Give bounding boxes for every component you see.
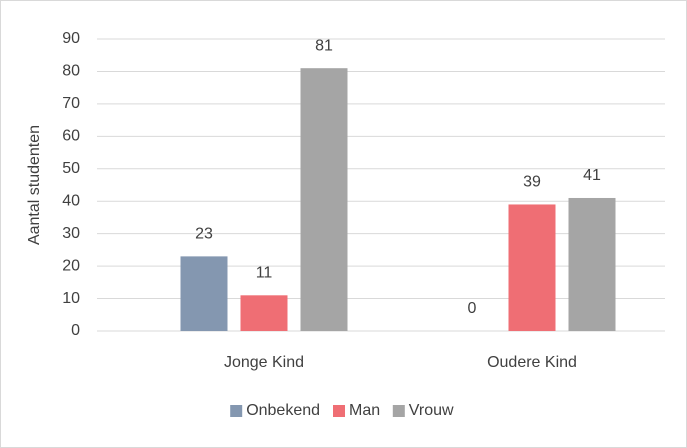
data-label: 23 [195, 226, 213, 243]
legend-label: Onbekend [246, 402, 320, 419]
y-tick-label: 0 [71, 322, 80, 339]
y-tick-label: 50 [62, 160, 80, 177]
data-label: 41 [583, 167, 601, 184]
legend-label: Man [349, 402, 380, 419]
data-label: 81 [315, 37, 333, 54]
y-tick-label: 80 [62, 63, 80, 80]
y-tick-label: 30 [62, 225, 80, 242]
y-tick-label: 10 [62, 290, 80, 307]
data-label: 11 [256, 265, 273, 282]
legend-swatch [392, 405, 405, 417]
legend-swatch [230, 405, 243, 417]
y-tick-label: 20 [62, 257, 80, 274]
x-tick-label: Oudere Kind [487, 354, 577, 371]
data-label: 0 [468, 300, 477, 317]
y-tick-label: 70 [62, 95, 80, 112]
bar [508, 204, 556, 331]
legend-label: Vrouw [409, 402, 454, 419]
data-label: 39 [523, 174, 541, 191]
bar [300, 68, 348, 331]
y-tick-label: 90 [62, 30, 80, 47]
x-tick-label: Jonge Kind [224, 354, 304, 371]
y-tick-label: 60 [62, 128, 80, 145]
legend-swatch [333, 405, 345, 417]
bar [240, 295, 288, 331]
y-tick-label: 40 [62, 192, 80, 209]
y-axis-title: Aantal studenten [26, 125, 43, 245]
bar [180, 256, 228, 331]
bar [568, 197, 616, 331]
